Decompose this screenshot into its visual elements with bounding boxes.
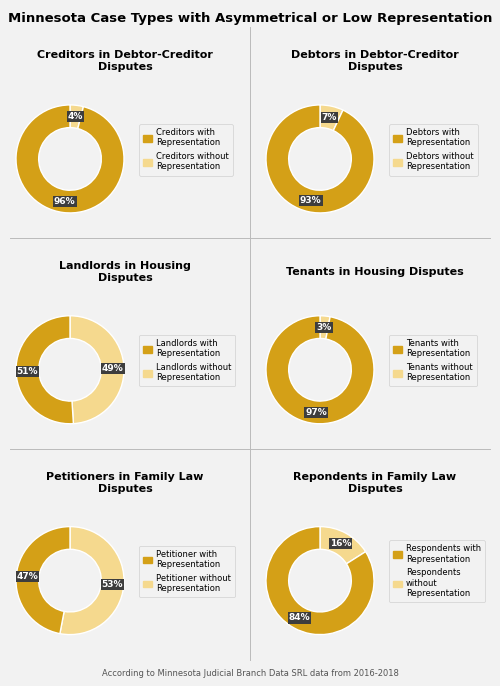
Legend: Tenants with
Representation, Tenants without
Representation: Tenants with Representation, Tenants wit…	[389, 335, 476, 386]
Wedge shape	[320, 316, 330, 339]
Wedge shape	[60, 527, 124, 635]
Wedge shape	[16, 316, 74, 424]
Wedge shape	[16, 105, 124, 213]
Text: 3%: 3%	[316, 323, 332, 332]
Wedge shape	[266, 316, 374, 424]
Wedge shape	[70, 105, 84, 128]
Text: 4%: 4%	[68, 112, 83, 121]
Text: 47%: 47%	[16, 572, 38, 581]
Text: 53%: 53%	[102, 580, 123, 589]
Text: 84%: 84%	[288, 613, 310, 622]
Text: Minnesota Case Types with Asymmetrical or Low Representation: Minnesota Case Types with Asymmetrical o…	[8, 12, 492, 25]
Text: Petitioners in Family Law
Disputes: Petitioners in Family Law Disputes	[46, 472, 203, 494]
Text: 51%: 51%	[16, 366, 38, 376]
Text: 96%: 96%	[54, 197, 76, 206]
Text: Debtors in Debtor-Creditor
Disputes: Debtors in Debtor-Creditor Disputes	[291, 50, 459, 72]
Text: Landlords in Housing
Disputes: Landlords in Housing Disputes	[59, 261, 191, 283]
Text: Repondents in Family Law
Disputes: Repondents in Family Law Disputes	[294, 472, 456, 494]
Text: 93%: 93%	[300, 196, 322, 205]
Legend: Petitioner with
Representation, Petitioner without
Representation: Petitioner with Representation, Petition…	[139, 545, 235, 598]
Wedge shape	[320, 527, 366, 564]
Wedge shape	[70, 316, 124, 424]
Legend: Landlords with
Representation, Landlords without
Representation: Landlords with Representation, Landlords…	[139, 335, 235, 386]
Text: 49%: 49%	[102, 364, 124, 373]
Legend: Respondents with
Representation, Respondents
without
Representation: Respondents with Representation, Respond…	[389, 541, 485, 602]
Text: 7%: 7%	[322, 113, 337, 122]
Text: Creditors in Debtor-Creditor
Disputes: Creditors in Debtor-Creditor Disputes	[37, 50, 213, 72]
Wedge shape	[320, 105, 343, 130]
Wedge shape	[16, 527, 70, 634]
Text: 16%: 16%	[330, 539, 351, 547]
Wedge shape	[266, 105, 374, 213]
Legend: Creditors with
Representation, Creditors without
Representation: Creditors with Representation, Creditors…	[139, 124, 233, 176]
Legend: Debtors with
Representation, Debtors without
Representation: Debtors with Representation, Debtors wit…	[389, 124, 478, 176]
Text: 97%: 97%	[305, 407, 327, 416]
Text: Tenants in Housing Disputes: Tenants in Housing Disputes	[286, 267, 464, 277]
Wedge shape	[266, 527, 374, 635]
Text: According to Minnesota Judicial Branch Data SRL data from 2016-2018: According to Minnesota Judicial Branch D…	[102, 669, 399, 678]
